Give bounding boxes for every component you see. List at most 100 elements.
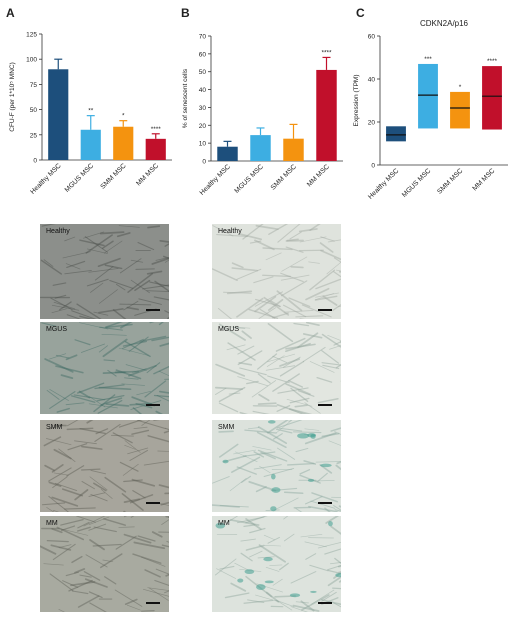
cell-shape [305, 553, 317, 560]
cell-shape [43, 563, 64, 566]
cell-shape [115, 283, 126, 291]
cell-shape [127, 447, 149, 455]
scale-bar [146, 502, 160, 504]
cell-shape [309, 361, 335, 373]
cell-shape [55, 354, 70, 359]
cell-shape [89, 602, 107, 612]
cell-shape [100, 489, 113, 499]
scale-bar [146, 404, 160, 406]
stained-cell [264, 580, 274, 584]
micrograph-label: MM [218, 520, 230, 527]
cell-shape [44, 464, 55, 472]
micrograph-right-healthy: Healthy [212, 224, 341, 319]
cell-shape [137, 420, 166, 430]
cell-shape [123, 533, 152, 544]
cell-shape [227, 342, 256, 361]
cell-shape [92, 543, 122, 547]
cell-shape [56, 407, 70, 413]
cell-shape [275, 337, 306, 352]
cell-shape [276, 405, 291, 412]
micrograph-background [212, 224, 341, 319]
cell-shape [116, 232, 131, 238]
cell-shape [219, 505, 249, 508]
cell-shape [161, 544, 169, 548]
cell-shape [115, 535, 137, 550]
cell-shape [327, 564, 341, 571]
cell-shape [135, 268, 155, 270]
cell-shape [44, 358, 74, 373]
cell-shape [127, 604, 141, 611]
cell-shape [51, 464, 64, 473]
cell-shape [239, 411, 248, 414]
cell-shape [51, 304, 80, 311]
cell-shape [85, 554, 108, 568]
y-tick-label: 50 [30, 107, 38, 114]
y-tick-label: 0 [202, 159, 206, 166]
cell-shape [301, 304, 332, 318]
cell-shape [83, 571, 101, 581]
cell-shape [249, 240, 262, 244]
cell-shape [67, 443, 88, 451]
cell-shape [137, 242, 155, 251]
cell-shape [105, 323, 133, 329]
cell-shape [53, 472, 69, 476]
cell-shape [272, 355, 288, 363]
y-tick-label: 100 [26, 57, 37, 64]
stained-cell [271, 473, 276, 480]
cell-shape [229, 519, 260, 526]
cell-shape [262, 247, 293, 251]
cell-shape [304, 541, 327, 548]
cell-shape [151, 257, 169, 265]
cell-shape [127, 273, 153, 293]
cell-shape [311, 589, 335, 605]
cell-shape [157, 450, 169, 452]
cell-shape [48, 495, 70, 512]
cell-shape [40, 545, 57, 555]
cell-shape [229, 478, 247, 492]
cell-shape [114, 589, 143, 607]
cell-shape [88, 516, 110, 525]
y-tick-label: 75 [30, 82, 38, 89]
cell-shape [272, 312, 289, 319]
cell-shape [290, 571, 317, 584]
micrograph-background [212, 516, 341, 612]
cell-shape [223, 291, 252, 294]
cell-shape [144, 380, 167, 398]
cell-shape [104, 322, 123, 328]
cell-shape [52, 476, 68, 489]
cell-shape [71, 395, 96, 403]
significance-label: * [459, 84, 462, 91]
cell-shape [55, 365, 84, 374]
cell-shape [300, 533, 323, 538]
cell-shape [320, 236, 335, 242]
cell-shape [129, 494, 154, 504]
cell-shape [79, 574, 92, 578]
cell-shape [272, 433, 283, 440]
bar [283, 138, 304, 161]
cell-shape [131, 478, 156, 487]
cell-shape [326, 261, 341, 275]
cell-shape [279, 562, 289, 571]
cell-shape [231, 262, 244, 269]
y-tick-label: 0 [371, 163, 375, 170]
cell-shape [164, 243, 169, 247]
cell-shape [335, 363, 341, 369]
cell-shape [132, 407, 143, 414]
cell-shape [276, 403, 307, 414]
cell-shape [317, 397, 339, 404]
cell-shape [74, 489, 89, 501]
cell-shape [129, 402, 152, 406]
cell-shape [304, 496, 323, 505]
cell-shape [308, 505, 338, 512]
cell-shape [280, 272, 304, 283]
cell-shape [74, 339, 91, 346]
bar [145, 138, 166, 160]
cell-shape [335, 464, 341, 471]
cell-shape [294, 404, 308, 408]
scale-bar [318, 309, 332, 311]
cell-shape [238, 361, 253, 366]
cell-shape [104, 576, 117, 585]
cell-shape [276, 290, 303, 312]
cell-shape [155, 256, 169, 261]
micrograph-label: SMM [218, 424, 235, 431]
